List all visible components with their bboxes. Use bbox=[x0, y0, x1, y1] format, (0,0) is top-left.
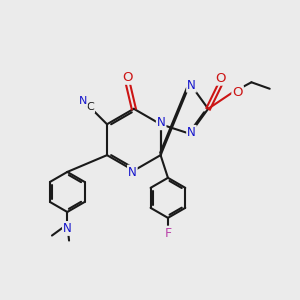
Text: N: N bbox=[128, 166, 137, 178]
Text: N: N bbox=[187, 126, 196, 139]
Text: N: N bbox=[63, 222, 72, 235]
Text: N: N bbox=[78, 96, 87, 106]
Text: O: O bbox=[123, 71, 133, 84]
Text: O: O bbox=[232, 86, 243, 99]
Text: C: C bbox=[86, 103, 94, 112]
Text: F: F bbox=[164, 227, 172, 240]
Text: N: N bbox=[157, 116, 166, 129]
Text: N: N bbox=[187, 79, 196, 92]
Text: O: O bbox=[215, 72, 226, 85]
